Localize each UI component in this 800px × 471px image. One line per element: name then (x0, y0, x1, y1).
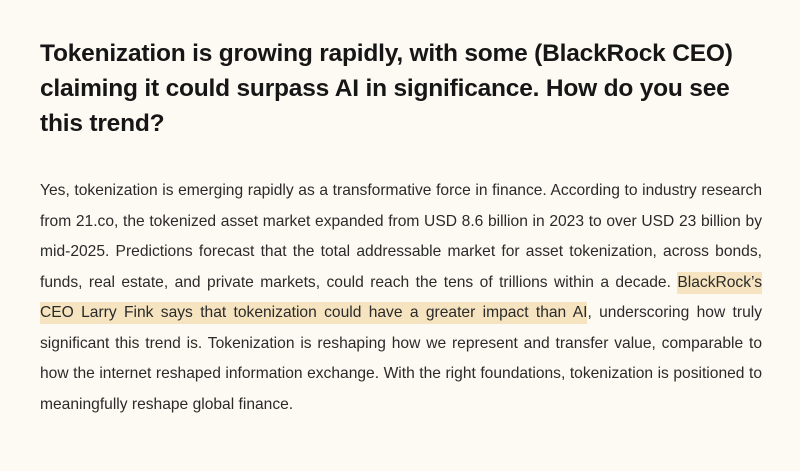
answer-text-intro: Yes, tokenization is emerging rapidly as… (40, 182, 762, 291)
answer-paragraph: Yes, tokenization is emerging rapidly as… (40, 176, 762, 420)
question-heading: Tokenization is growing rapidly, with so… (40, 40, 733, 137)
answer-text-conclusion: , underscoring how truly significant thi… (40, 304, 763, 413)
